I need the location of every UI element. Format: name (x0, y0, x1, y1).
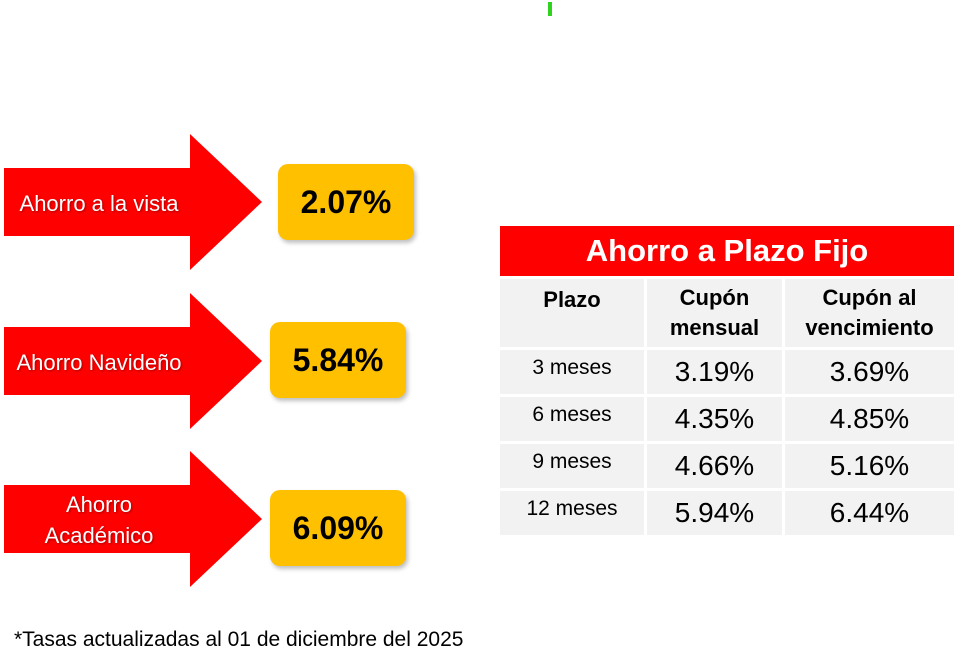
table-header-row: Plazo Cupón mensual Cupón al vencimiento (500, 279, 954, 347)
table-row: 12 meses 5.94% 6.44% (500, 491, 954, 535)
rate-box-ahorro-navideno: 5.84% (270, 322, 406, 398)
cell-cupon-vencimiento: 6.44% (785, 491, 954, 535)
table-row: 3 meses 3.19% 3.69% (500, 350, 954, 394)
cell-plazo: 12 meses (500, 491, 644, 535)
arrow-ahorro-academico: Ahorro Académico (4, 451, 262, 587)
plazo-fijo-table: Ahorro a Plazo Fijo Plazo Cupón mensual … (500, 226, 954, 535)
header-cupon-mensual: Cupón mensual (647, 279, 782, 347)
rate-box-ahorro-academico: 6.09% (270, 490, 406, 566)
arrow-shape (4, 134, 262, 270)
cell-plazo: 9 meses (500, 444, 644, 488)
cell-plazo: 3 meses (500, 350, 644, 394)
cell-cupon-mensual: 4.66% (647, 444, 782, 488)
header-cupon-vencimiento: Cupón al vencimiento (785, 279, 954, 347)
table-row: 6 meses 4.35% 4.85% (500, 397, 954, 441)
cell-cupon-vencimiento: 4.85% (785, 397, 954, 441)
arrow-shape (4, 451, 262, 587)
cell-cupon-vencimiento: 5.16% (785, 444, 954, 488)
arrow-ahorro-vista: Ahorro a la vista (4, 134, 262, 270)
footnote: *Tasas actualizadas al 01 de diciembre d… (14, 628, 464, 651)
cell-cupon-vencimiento: 3.69% (785, 350, 954, 394)
table-title: Ahorro a Plazo Fijo (500, 226, 954, 276)
arrow-label: Ahorro a la vista (19, 190, 179, 216)
arrow-label: Ahorro Académico (44, 492, 154, 548)
arrow-shape (4, 293, 262, 429)
arrow-label: Ahorro Navideño (16, 349, 182, 375)
cell-cupon-mensual: 3.19% (647, 350, 782, 394)
table-row: 9 meses 4.66% 5.16% (500, 444, 954, 488)
cell-cupon-mensual: 4.35% (647, 397, 782, 441)
arrow-ahorro-navideno: Ahorro Navideño (4, 293, 262, 429)
cell-plazo: 6 meses (500, 397, 644, 441)
header-plazo: Plazo (500, 279, 644, 347)
rate-box-ahorro-vista: 2.07% (278, 164, 414, 240)
cell-cupon-mensual: 5.94% (647, 491, 782, 535)
green-marker (548, 2, 552, 16)
